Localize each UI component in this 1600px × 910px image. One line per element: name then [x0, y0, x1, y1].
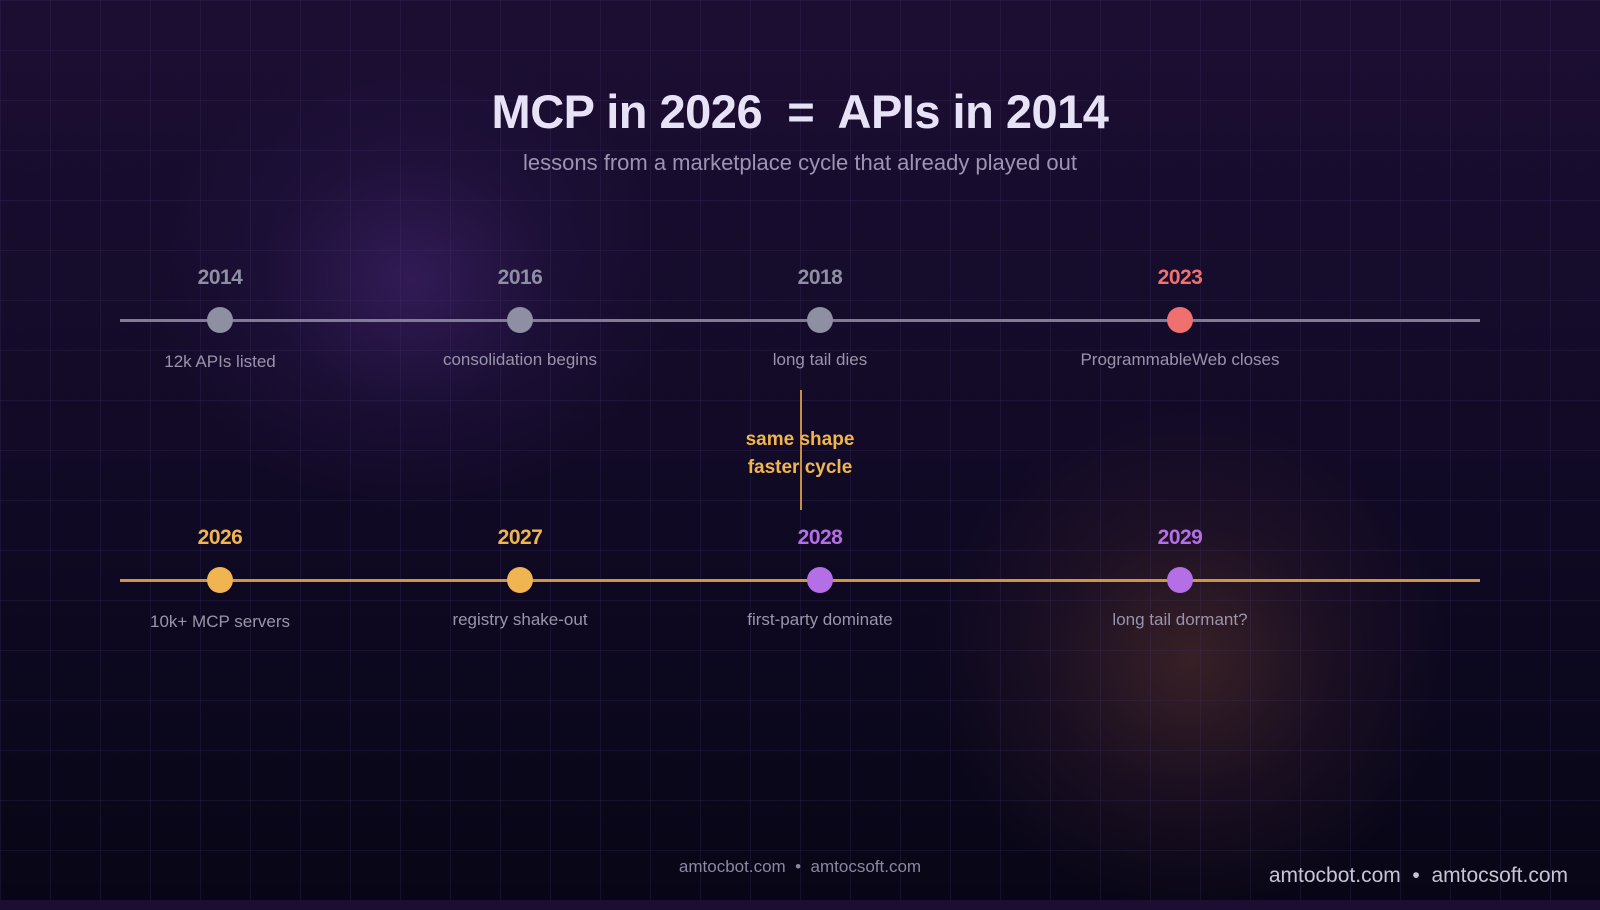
past-year-2016: 2016 [497, 266, 543, 289]
past-caption-2023: ProgrammableWeb closes [1080, 350, 1280, 369]
page-subtitle: lessons from a marketplace cycle that al… [523, 150, 1077, 175]
future-dot-2028 [807, 567, 833, 593]
bridge-connector-line [800, 390, 802, 510]
past-year-2018: 2018 [797, 266, 843, 289]
future-caption-2027: registry shake-out [452, 610, 588, 629]
future-year-2029: 2029 [1157, 526, 1203, 549]
future-year-2027: 2027 [497, 526, 543, 549]
past-timeline-line [120, 319, 1480, 322]
bridge-label-line1: same shape [745, 429, 855, 450]
footer-watermark: amtocbot.com • amtocsoft.com [1268, 864, 1568, 887]
past-caption-2014: 12k APIs listed [164, 352, 276, 371]
past-dot-2023 [1167, 307, 1193, 333]
future-caption-2026: 10k+ MCP servers [150, 612, 290, 631]
past-dot-2018 [807, 307, 833, 333]
past-dot-2014 [207, 307, 233, 333]
past-dot-2016 [507, 307, 533, 333]
future-dot-2026 [207, 567, 233, 593]
future-year-2026: 2026 [197, 526, 243, 549]
past-year-2014: 2014 [197, 266, 243, 289]
past-caption-2016: consolidation begins [442, 350, 598, 369]
future-year-2028: 2028 [797, 526, 843, 549]
footer-links-center: amtocbot.com • amtocsoft.com [678, 857, 922, 876]
future-timeline-line [120, 579, 1480, 582]
past-caption-2018: long tail dies [772, 350, 868, 369]
future-dot-2029 [1167, 567, 1193, 593]
future-caption-2029: long tail dormant? [1112, 610, 1248, 629]
past-year-2023: 2023 [1157, 266, 1203, 289]
future-caption-2028: first-party dominate [747, 610, 893, 629]
orange-glow [930, 410, 1450, 910]
future-dot-2027 [507, 567, 533, 593]
bridge-label-line2: faster cycle [747, 457, 853, 478]
page-title: MCP in 2026 = APIs in 2014 [491, 85, 1109, 138]
